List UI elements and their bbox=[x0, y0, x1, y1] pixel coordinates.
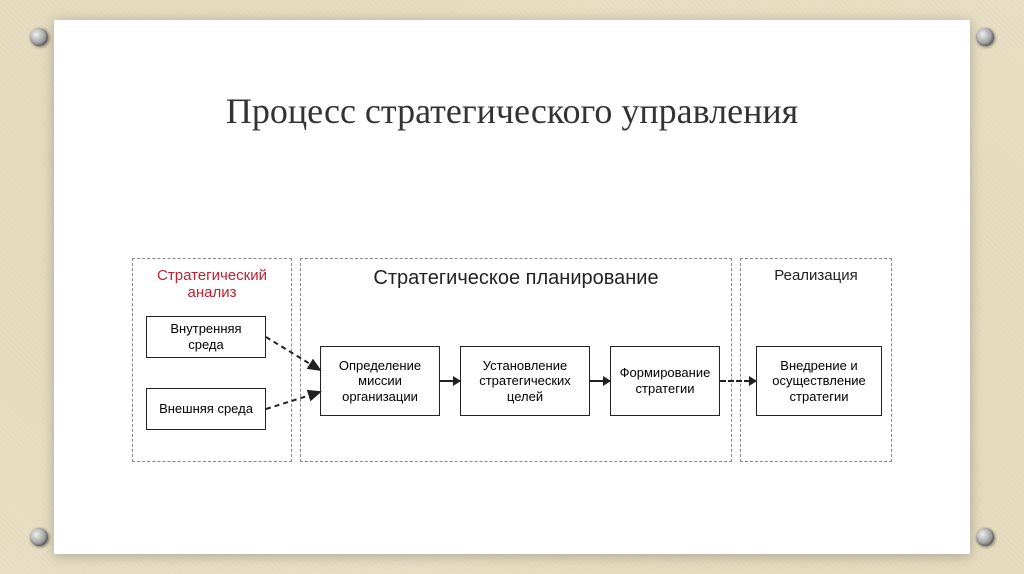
slide-container: Процесс стратегического управления Страт… bbox=[54, 20, 970, 554]
panel-analysis-title: Стратегический анализ bbox=[133, 267, 291, 301]
arrow bbox=[440, 380, 460, 382]
arrow bbox=[262, 386, 328, 415]
screw-icon bbox=[976, 28, 994, 46]
arrow bbox=[720, 380, 756, 382]
panel-planning-title: Стратегическое планирование bbox=[301, 267, 731, 290]
box-external: Внешняя среда bbox=[146, 388, 266, 430]
box-goals: Установление стратегических целей bbox=[460, 346, 590, 416]
screw-icon bbox=[30, 28, 48, 46]
box-strategy: Формирование стратегии bbox=[610, 346, 720, 416]
box-mission: Определение миссии организации bbox=[320, 346, 440, 416]
box-implement: Внедрение и осуществление стратегии bbox=[756, 346, 882, 416]
arrow bbox=[590, 380, 610, 382]
screw-icon bbox=[30, 528, 48, 546]
page-title: Процесс стратегического управления bbox=[54, 90, 970, 132]
screw-icon bbox=[976, 528, 994, 546]
arrow bbox=[262, 331, 328, 376]
flowchart-diagram: Стратегический анализ Стратегическое план… bbox=[132, 258, 892, 462]
box-internal: Внутренняя среда bbox=[146, 316, 266, 358]
panel-implementation-title: Реализация bbox=[741, 267, 891, 284]
